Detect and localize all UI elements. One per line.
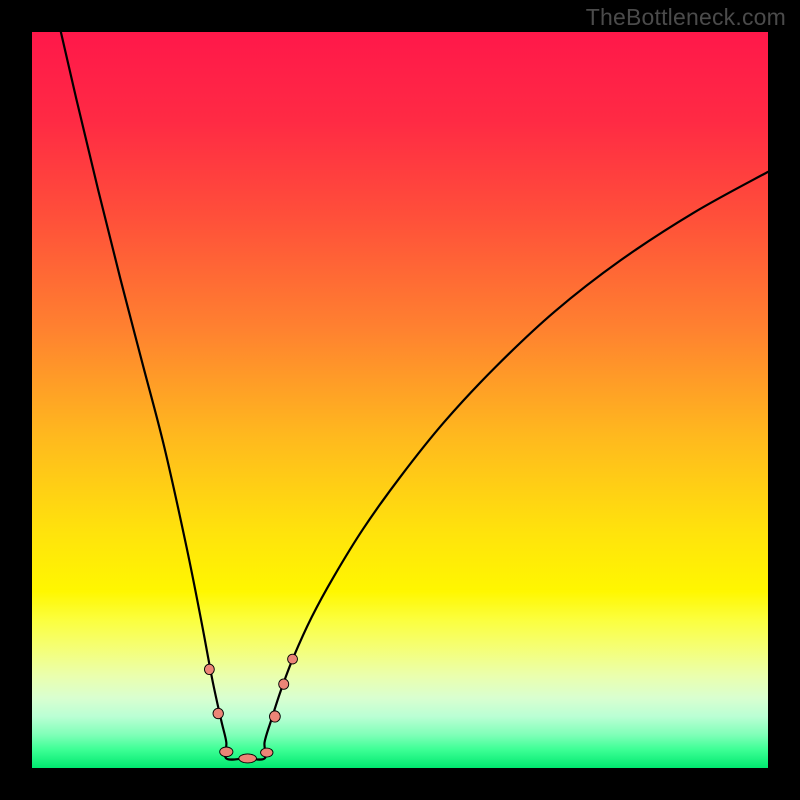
data-marker: [269, 711, 280, 722]
gradient-background: [32, 32, 768, 768]
data-marker: [261, 748, 273, 757]
chart-container: TheBottleneck.com: [0, 0, 800, 800]
bottleneck-chart: [0, 0, 800, 800]
data-marker: [220, 747, 233, 757]
watermark-text: TheBottleneck.com: [586, 4, 786, 31]
data-marker: [213, 708, 223, 718]
data-marker: [279, 679, 289, 689]
data-marker: [204, 664, 214, 674]
data-marker: [288, 654, 298, 664]
data-marker: [239, 754, 257, 763]
